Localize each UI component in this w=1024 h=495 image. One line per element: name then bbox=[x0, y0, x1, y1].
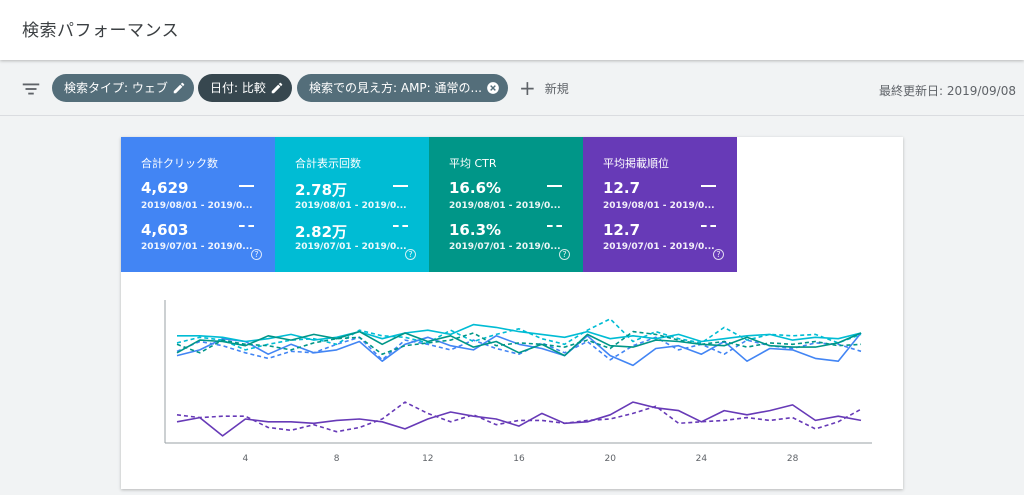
metric-value-current: 2.78万 bbox=[295, 181, 348, 199]
help-icon[interactable]: ? bbox=[251, 249, 262, 260]
metric-range-previous: 2019/07/01 - 2019/0... bbox=[141, 242, 253, 252]
x-tick-label: 16 bbox=[513, 454, 525, 464]
series-line-3 bbox=[176, 318, 862, 351]
performance-card: 合計クリック数 4,629 2019/08/01 - 2019/0... 4,6… bbox=[121, 137, 903, 489]
add-filter-button[interactable]: + 新規 bbox=[519, 74, 569, 102]
series-line-2 bbox=[177, 323, 862, 343]
metric-average-position[interactable]: 平均掲載順位 12.7 2019/08/01 - 2019/0... 12.7 … bbox=[583, 137, 737, 272]
series-line-4 bbox=[176, 330, 862, 357]
chip-search-appearance[interactable]: 検索での見え方: AMP: 通常の... bbox=[297, 74, 508, 102]
metric-range-current: 2019/08/01 - 2019/0... bbox=[603, 201, 715, 211]
solid-line-indicator bbox=[393, 185, 408, 187]
metric-total-impressions[interactable]: 合計表示回数 2.78万 2019/08/01 - 2019/0... 2.82… bbox=[275, 137, 429, 272]
series-line-1 bbox=[176, 336, 862, 361]
filter-icon[interactable] bbox=[20, 78, 42, 100]
dashed-line-indicator bbox=[393, 225, 408, 227]
pencil-icon[interactable] bbox=[270, 81, 284, 95]
metric-value-previous: 2.82万 bbox=[295, 223, 348, 241]
add-filter-label: 新規 bbox=[544, 82, 569, 96]
clear-icon[interactable] bbox=[486, 81, 500, 95]
solid-line-indicator bbox=[547, 185, 562, 187]
metric-range-previous: 2019/07/01 - 2019/0... bbox=[295, 242, 407, 252]
metric-total-clicks[interactable]: 合計クリック数 4,629 2019/08/01 - 2019/0... 4,6… bbox=[121, 137, 275, 272]
help-icon[interactable]: ? bbox=[713, 249, 724, 260]
series-line-7 bbox=[176, 401, 862, 433]
chip-label: 検索での見え方: AMP: 通常の... bbox=[309, 81, 482, 95]
chart-svg: 4 8 12 16 20 24 28 bbox=[164, 300, 872, 464]
series-line-5 bbox=[176, 330, 862, 355]
metric-range-current: 2019/08/01 - 2019/0... bbox=[449, 201, 561, 211]
dashed-line-indicator bbox=[239, 225, 254, 227]
plus-icon: + bbox=[519, 76, 536, 100]
metric-value-current: 4,629 bbox=[141, 179, 189, 197]
metric-label: 平均 CTR bbox=[449, 157, 497, 170]
metric-label: 合計表示回数 bbox=[295, 157, 361, 170]
metric-value-previous: 12.7 bbox=[603, 221, 641, 239]
x-tick-label: 28 bbox=[787, 454, 799, 464]
chip-label: 検索タイプ: ウェブ bbox=[64, 81, 168, 95]
app-header: 検索パフォーマンス bbox=[0, 0, 1024, 60]
metric-range-previous: 2019/07/01 - 2019/0... bbox=[449, 242, 561, 252]
x-tick-label: 4 bbox=[243, 454, 249, 464]
series-line-6 bbox=[176, 401, 862, 437]
series-line-0 bbox=[176, 332, 862, 367]
help-icon[interactable]: ? bbox=[559, 249, 570, 260]
pencil-icon[interactable] bbox=[172, 81, 186, 95]
solid-line-indicator bbox=[239, 185, 254, 187]
x-tick-label: 8 bbox=[334, 454, 340, 464]
x-tick-label: 24 bbox=[696, 454, 708, 464]
metric-value-previous: 16.3% bbox=[449, 221, 502, 239]
page-title: 検索パフォーマンス bbox=[22, 21, 180, 41]
metric-value-current: 16.6% bbox=[449, 179, 502, 197]
dashed-line-indicator bbox=[547, 225, 562, 227]
solid-line-indicator bbox=[701, 185, 716, 187]
metric-label: 平均掲載順位 bbox=[603, 157, 669, 170]
metric-range-previous: 2019/07/01 - 2019/0... bbox=[603, 242, 715, 252]
last-updated-text: 最終更新日: 2019/09/08 bbox=[878, 84, 1016, 98]
metric-range-current: 2019/08/01 - 2019/0... bbox=[141, 201, 253, 211]
chip-date-compare[interactable]: 日付: 比較 bbox=[198, 74, 292, 102]
chip-label: 日付: 比較 bbox=[210, 81, 266, 95]
metric-range-current: 2019/08/01 - 2019/0... bbox=[295, 201, 407, 211]
metric-label: 合計クリック数 bbox=[141, 157, 218, 170]
help-icon[interactable]: ? bbox=[405, 249, 416, 260]
x-tick-label: 12 bbox=[422, 454, 433, 464]
metric-value-current: 12.7 bbox=[603, 179, 641, 197]
performance-chart: 4 8 12 16 20 24 28 bbox=[121, 272, 903, 489]
x-tick-label: 20 bbox=[604, 454, 616, 464]
metric-average-ctr[interactable]: 平均 CTR 16.6% 2019/08/01 - 2019/0... 16.3… bbox=[429, 137, 583, 272]
chip-search-type[interactable]: 検索タイプ: ウェブ bbox=[52, 74, 194, 102]
dashed-line-indicator bbox=[701, 225, 716, 227]
metric-value-previous: 4,603 bbox=[141, 221, 189, 239]
filter-toolbar: 検索タイプ: ウェブ 日付: 比較 検索での見え方: AMP: 通常の... +… bbox=[0, 60, 1024, 116]
